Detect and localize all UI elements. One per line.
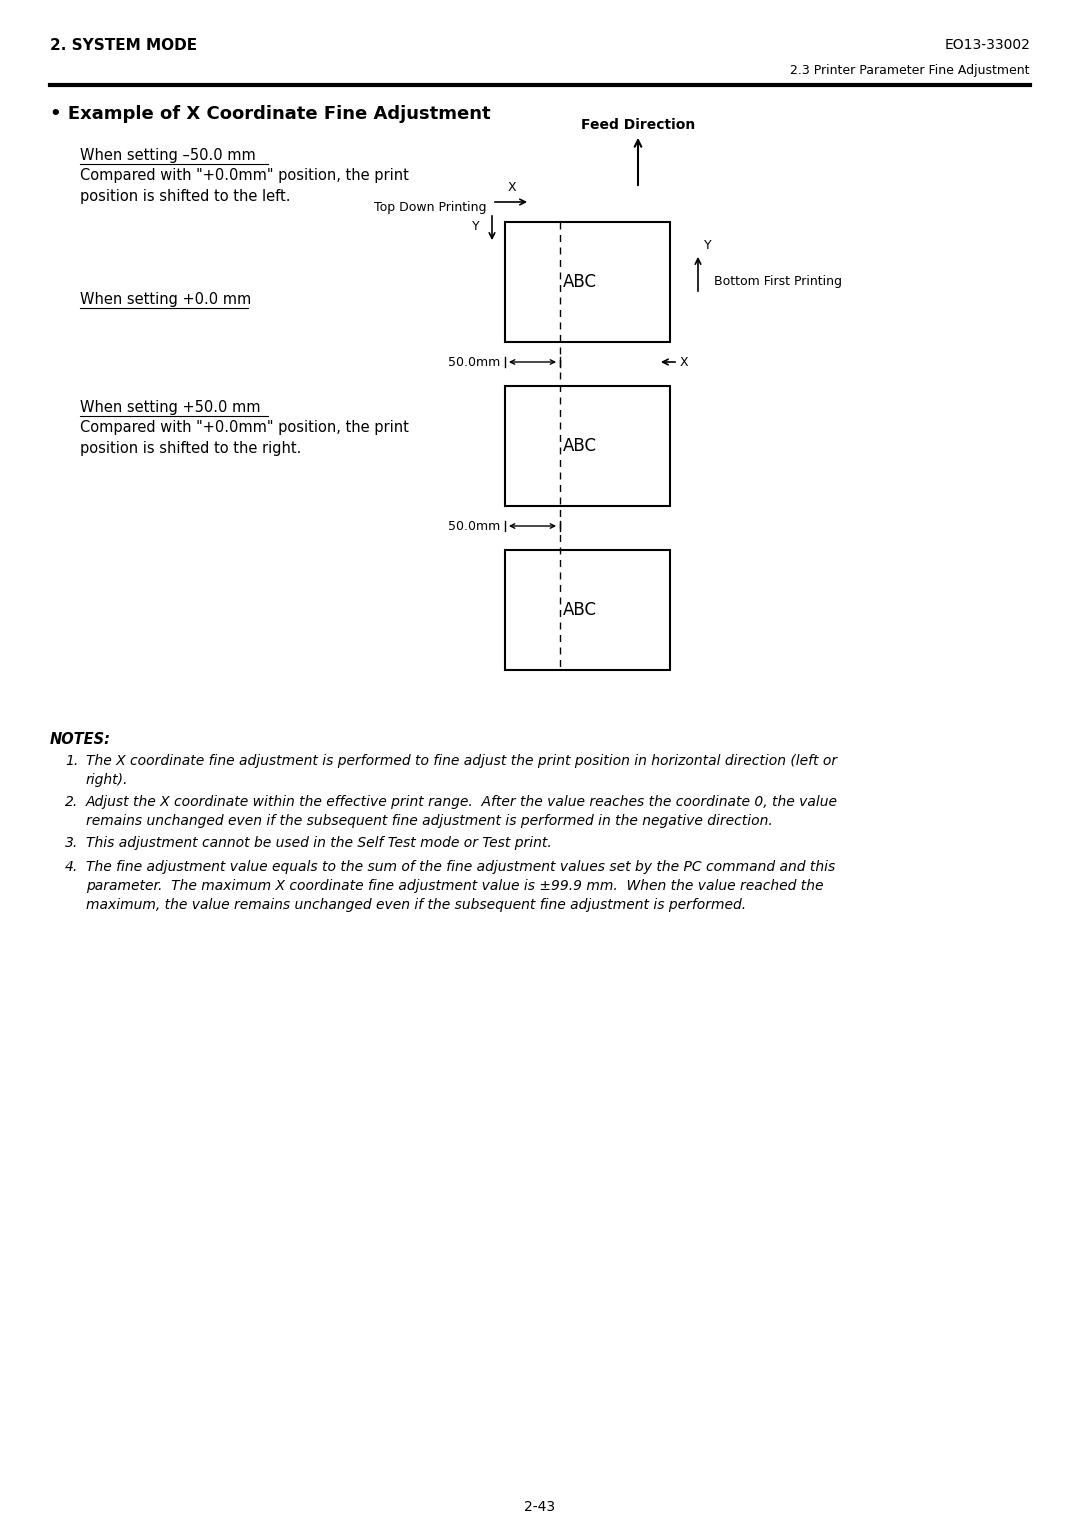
Text: 2.3 Printer Parameter Fine Adjustment: 2.3 Printer Parameter Fine Adjustment — [791, 64, 1030, 76]
Text: Bottom First Printing: Bottom First Printing — [714, 275, 842, 289]
Text: 4.: 4. — [65, 860, 78, 874]
Text: The X coordinate fine adjustment is performed to fine adjust the print position : The X coordinate fine adjustment is perf… — [86, 753, 837, 787]
Text: ABC: ABC — [563, 274, 597, 290]
Text: Y: Y — [704, 238, 712, 252]
Text: ABC: ABC — [563, 437, 597, 455]
Text: X: X — [508, 180, 516, 194]
Text: Compared with "+0.0mm" position, the print
position is shifted to the left.: Compared with "+0.0mm" position, the pri… — [80, 168, 409, 205]
Text: 50.0mm: 50.0mm — [448, 356, 500, 368]
Text: ABC: ABC — [563, 601, 597, 619]
Text: EO13-33002: EO13-33002 — [944, 38, 1030, 52]
Text: This adjustment cannot be used in the Self Test mode or Test print.: This adjustment cannot be used in the Se… — [86, 836, 552, 850]
Text: When setting +0.0 mm: When setting +0.0 mm — [80, 292, 252, 307]
Bar — [505, 387, 670, 506]
Text: 1.: 1. — [65, 753, 78, 769]
Text: Top Down Printing: Top Down Printing — [375, 202, 487, 214]
Text: When setting –50.0 mm: When setting –50.0 mm — [80, 148, 256, 163]
Bar — [505, 550, 670, 669]
Text: Compared with "+0.0mm" position, the print
position is shifted to the right.: Compared with "+0.0mm" position, the pri… — [80, 420, 409, 455]
Bar — [505, 222, 670, 342]
Text: Y: Y — [472, 220, 480, 232]
Text: The fine adjustment value equals to the sum of the fine adjustment values set by: The fine adjustment value equals to the … — [86, 860, 835, 912]
Text: NOTES:: NOTES: — [50, 732, 111, 747]
Text: 2.: 2. — [65, 795, 78, 808]
Text: • Example of X Coordinate Fine Adjustment: • Example of X Coordinate Fine Adjustmen… — [50, 105, 490, 122]
Text: Feed Direction: Feed Direction — [581, 118, 696, 131]
Text: 2-43: 2-43 — [525, 1500, 555, 1514]
Text: X: X — [680, 356, 689, 368]
Text: 3.: 3. — [65, 836, 78, 850]
Text: 50.0mm: 50.0mm — [448, 520, 500, 532]
Text: When setting +50.0 mm: When setting +50.0 mm — [80, 400, 260, 416]
Text: 2. SYSTEM MODE: 2. SYSTEM MODE — [50, 38, 198, 53]
Text: Adjust the X coordinate within the effective print range.  After the value reach: Adjust the X coordinate within the effec… — [86, 795, 838, 828]
